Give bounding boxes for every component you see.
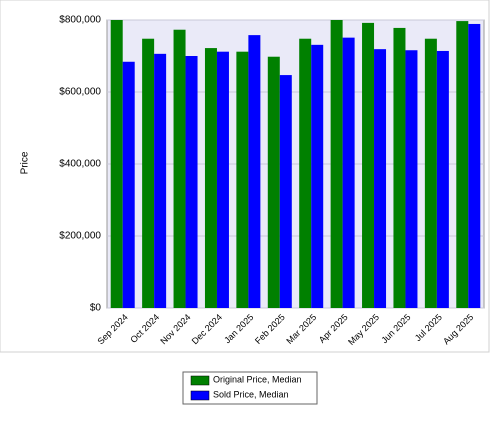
- y-tick-label: $400,000: [59, 159, 101, 170]
- bar: [236, 51, 249, 309]
- y-tick-label: $0: [90, 303, 102, 314]
- bar: [142, 38, 155, 308]
- bar: [374, 49, 387, 308]
- y-tick-label: $200,000: [59, 231, 101, 242]
- legend-label: Original Price, Median: [213, 374, 302, 384]
- bar: [456, 21, 469, 309]
- bar: [362, 22, 375, 308]
- bar: [154, 53, 167, 309]
- bar: [279, 75, 292, 308]
- y-axis-label: Price: [20, 151, 31, 174]
- bar: [185, 56, 198, 308]
- bar: [267, 56, 280, 308]
- legend-label: Sold Price, Median: [213, 389, 289, 399]
- bar: [204, 48, 217, 309]
- bar: [173, 29, 186, 308]
- bar: [299, 38, 312, 308]
- bar: [342, 37, 355, 308]
- bar: [393, 27, 406, 308]
- bar: [424, 38, 437, 308]
- y-tick-label: $800,000: [59, 15, 101, 26]
- bar: [216, 51, 229, 309]
- bar: [330, 20, 343, 308]
- bar: [122, 61, 135, 309]
- bar: [248, 35, 261, 309]
- bar: [436, 50, 449, 309]
- y-tick-label: $600,000: [59, 87, 101, 98]
- legend-swatch: [190, 375, 210, 386]
- bar: [405, 50, 418, 309]
- legend-swatch: [190, 390, 210, 401]
- bar: [468, 23, 481, 309]
- bar: [311, 44, 324, 309]
- bar: [110, 20, 123, 308]
